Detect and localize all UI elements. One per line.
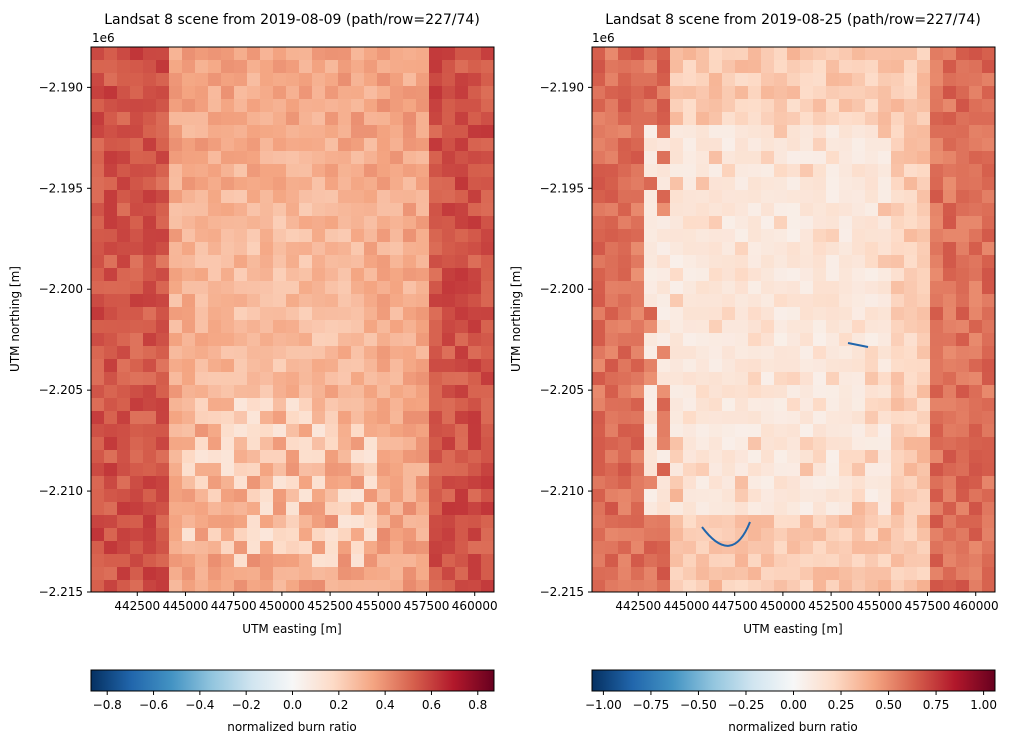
y-tick-label: −2.190 <box>39 80 83 94</box>
x-tick-label: 460000 <box>953 599 999 613</box>
colorbar-tick-label: 0.4 <box>376 698 395 712</box>
colorbar-tick-label: 0.00 <box>780 698 807 712</box>
y-tick-label: −2.210 <box>39 484 83 498</box>
colorbar-label: normalized burn ratio <box>227 720 357 734</box>
x-tick-label: 457500 <box>905 599 951 613</box>
panel-right: Landsat 8 scene from 2019-08-25 (path/ro… <box>509 12 999 734</box>
colorbar-tick-label: 0.2 <box>329 698 348 712</box>
axes-frame <box>591 46 996 593</box>
colorbar-tick-label: −0.75 <box>633 698 670 712</box>
x-tick-label: 455000 <box>856 599 902 613</box>
x-tick-label: 445000 <box>664 599 710 613</box>
y-axis-label: UTM northing [m] <box>509 266 523 372</box>
colorbar-tick-label: 0.6 <box>422 698 441 712</box>
colorbar-tick-label: 0.50 <box>875 698 902 712</box>
colorbar-tick-label: −0.2 <box>232 698 261 712</box>
x-tick-label: 460000 <box>452 599 498 613</box>
colorbar-tick-label: −1.00 <box>585 698 622 712</box>
y-offset-label: 1e6 <box>592 31 615 45</box>
y-tick-label: −2.195 <box>39 181 83 195</box>
colorbar-label: normalized burn ratio <box>728 720 858 734</box>
axes-frame <box>90 46 495 593</box>
chart-title: Landsat 8 scene from 2019-08-25 (path/ro… <box>605 12 981 28</box>
colorbar-tick-label: 0.8 <box>468 698 487 712</box>
x-tick-label: 455000 <box>355 599 401 613</box>
colorbar-tick-label: −0.4 <box>185 698 214 712</box>
x-axis-label: UTM easting [m] <box>743 622 842 636</box>
colorbar <box>591 669 996 692</box>
y-tick-label: −2.215 <box>39 585 83 599</box>
colorbar-tick-label: −0.6 <box>139 698 168 712</box>
x-tick-label: 447500 <box>211 599 257 613</box>
heatmap-image <box>91 47 494 592</box>
colorbar-tick-label: −0.50 <box>680 698 717 712</box>
y-tick-label: −2.200 <box>39 282 83 296</box>
chart-title: Landsat 8 scene from 2019-08-09 (path/ro… <box>104 12 480 28</box>
y-tick-label: −2.195 <box>540 181 584 195</box>
colorbar-tick-label: 1.00 <box>970 698 997 712</box>
x-axis-label: UTM easting [m] <box>242 622 341 636</box>
x-tick-label: 442500 <box>615 599 661 613</box>
y-tick-label: −2.205 <box>39 383 83 397</box>
heatmap-image <box>592 47 995 592</box>
x-tick-label: 450000 <box>760 599 806 613</box>
colorbar-tick-label: −0.25 <box>728 698 765 712</box>
y-tick-label: −2.200 <box>540 282 584 296</box>
colorbar-tick-label: 0.75 <box>923 698 950 712</box>
y-axis-label: UTM northing [m] <box>8 266 22 372</box>
y-offset-label: 1e6 <box>92 31 115 45</box>
y-tick-label: −2.210 <box>540 484 584 498</box>
x-tick-label: 457500 <box>404 599 450 613</box>
x-tick-label: 447500 <box>712 599 758 613</box>
x-tick-label: 445000 <box>163 599 209 613</box>
colorbar <box>90 669 495 692</box>
panel-left: Landsat 8 scene from 2019-08-09 (path/ro… <box>8 12 498 734</box>
colorbar-tick-label: 0.0 <box>283 698 302 712</box>
x-tick-label: 452500 <box>307 599 353 613</box>
x-tick-label: 450000 <box>259 599 305 613</box>
colorbar-tick-label: −0.8 <box>93 698 122 712</box>
y-tick-label: −2.190 <box>540 80 584 94</box>
x-tick-label: 442500 <box>114 599 160 613</box>
x-tick-label: 452500 <box>808 599 854 613</box>
colorbar-tick-label: 0.25 <box>828 698 855 712</box>
y-tick-label: −2.205 <box>540 383 584 397</box>
y-tick-label: −2.215 <box>540 585 584 599</box>
